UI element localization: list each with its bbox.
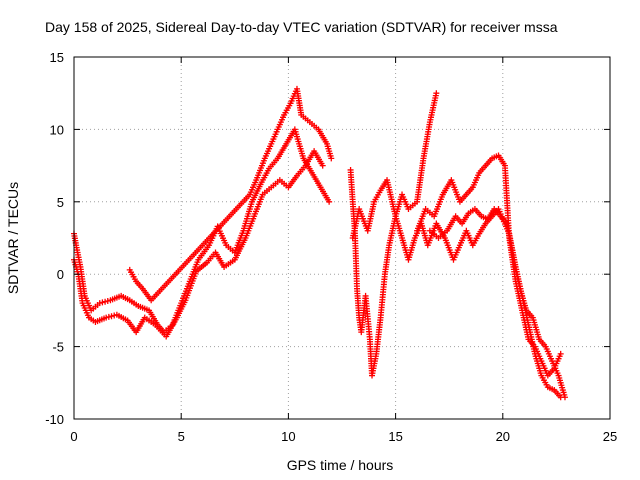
y-tick-label: 10 [50, 122, 64, 137]
data-point [108, 313, 115, 320]
x-tick-label: 15 [388, 429, 402, 444]
series-satellite-track-a [71, 126, 333, 336]
data-point [326, 198, 333, 205]
grid [74, 57, 610, 419]
y-tick-label: 15 [50, 50, 64, 65]
data-point [103, 314, 110, 321]
data-point [557, 350, 564, 357]
data-point [104, 297, 111, 304]
x-tick-label: 20 [496, 429, 510, 444]
data-point [319, 162, 326, 169]
data-point [561, 394, 568, 401]
y-tick-label: -5 [52, 340, 64, 355]
data-point [105, 313, 112, 320]
data-point [328, 155, 335, 162]
ticks: 0 5 10 15 20 25 -10 -5 0 5 10 15 [45, 50, 617, 444]
data-point [99, 299, 106, 306]
y-tick-label: 5 [57, 195, 64, 210]
series-satellite-track-c [126, 85, 335, 304]
data-point [102, 298, 109, 305]
y-axis-label: SDTVAR / TECUs [5, 182, 21, 294]
data-layer [71, 85, 568, 401]
x-tick-label: 10 [281, 429, 295, 444]
plot-frame [73, 56, 611, 420]
series-satellite-track-g [426, 206, 568, 401]
x-tick-label: 25 [603, 429, 617, 444]
series-satellite-track-d [347, 90, 440, 379]
x-axis-label: GPS time / hours [287, 457, 394, 473]
x-tick-label: 0 [70, 429, 77, 444]
chart-title: Day 158 of 2025, Sidereal Day-to-day VTE… [45, 19, 558, 35]
data-point [433, 90, 440, 97]
x-tick-label: 5 [178, 429, 185, 444]
data-point [96, 300, 103, 307]
y-tick-label: 0 [57, 267, 64, 282]
y-tick-label: -10 [45, 412, 64, 427]
series-satellite-track-e [349, 177, 564, 401]
series-satellite-track-b [71, 148, 326, 340]
